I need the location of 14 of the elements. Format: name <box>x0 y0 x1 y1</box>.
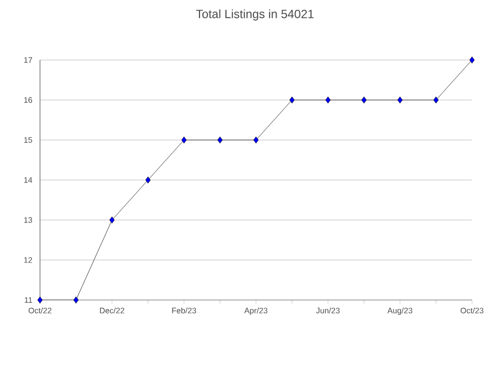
point <box>73 296 79 304</box>
point <box>325 96 331 104</box>
point <box>397 96 403 104</box>
point <box>181 136 187 144</box>
point <box>217 136 223 144</box>
point <box>361 96 367 104</box>
point <box>289 96 295 104</box>
point <box>433 96 439 104</box>
point <box>37 296 43 304</box>
point <box>145 176 151 184</box>
point <box>469 56 475 64</box>
chart-title: Total Listings in 54021 <box>196 9 314 21</box>
point <box>253 136 259 144</box>
point <box>109 216 115 224</box>
